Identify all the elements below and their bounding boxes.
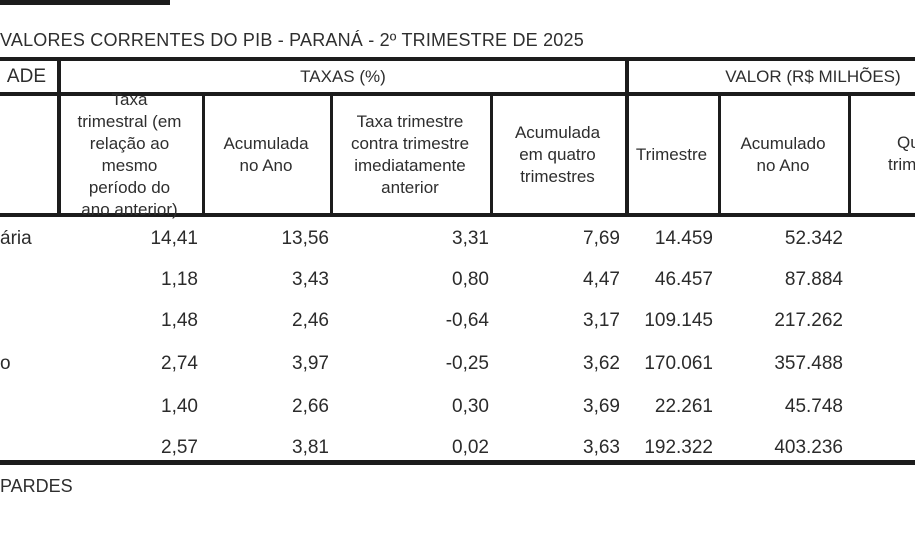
cell-valor-trimestre: 46.457 [654,269,713,290]
cropped-top-border-fragment [0,0,170,5]
cell-taxa-trimestral: 2,57 [161,437,198,458]
vline-col5-col6 [718,92,721,217]
cell-valor-acumulado-ano: 87.884 [784,269,843,290]
header-trimestre: Trimestre [635,144,708,164]
vline-col2-col3 [330,92,333,217]
cell-taxa-trimestral: 1,48 [161,310,198,331]
header-taxa-trimestre-anterior: Taxa trimestre contra trimestre imediata… [350,111,470,197]
cell-acumulada-no-ano: 3,81 [292,437,329,458]
cell-valor-trimestre: 170.061 [644,353,713,374]
vline-activity-taxas [57,57,61,217]
table-bottom-border [0,460,915,465]
cell-valor-trimestre: 22.261 [654,396,713,417]
header-acumulada-no-ano: Acumulada no Ano [223,133,309,175]
vline-col1-col2 [202,92,205,217]
cell-taxa-trimestre-anterior: 0,02 [452,437,489,458]
page-title: VALORES CORRENTES DO PIB - PARANÁ - 2º T… [0,30,584,50]
cell-acumulada-quatro: 4,47 [583,269,620,290]
vline-col3-col4 [490,92,493,217]
cell-taxa-trimestral: 14,41 [150,228,198,249]
header-quatro-trimestres-fragment-line1: Qu [897,133,915,152]
cell-acumulada-quatro: 3,63 [583,437,620,458]
row-label-fragment: o [0,353,11,374]
cell-acumulada-quatro: 3,69 [583,396,620,417]
header-acumulado-no-ano: Acumulado no Ano [740,133,826,175]
header-group-taxas: TAXAS (%) [300,66,386,86]
table-groupheader-divider [0,92,915,96]
header-quatro-trimestres-fragment-line2: trime [888,155,915,174]
cell-acumulada-no-ano: 3,97 [292,353,329,374]
cell-valor-acumulado-ano: 217.262 [774,310,843,331]
cell-taxa-trimestral: 1,18 [161,269,198,290]
vline-col6-col7 [848,92,851,217]
cell-valor-acumulado-ano: 357.488 [774,353,843,374]
header-taxa-trimestral: Taxa trimestral (em relação ao mesmo per… [77,89,182,219]
cell-valor-trimestre: 109.145 [644,310,713,331]
vline-taxas-valor [625,57,629,217]
cell-valor-acumulado-ano: 52.342 [784,228,843,249]
cell-taxa-trimestre-anterior: 0,30 [452,396,489,417]
source-note-fragment: PARDES [0,476,73,496]
cell-acumulada-no-ano: 3,43 [292,269,329,290]
cell-taxa-trimestre-anterior: -0,25 [445,353,489,374]
cell-acumulada-quatro: 7,69 [583,228,620,249]
cell-acumulada-quatro: 3,62 [583,353,620,374]
cell-taxa-trimestre-anterior: 3,31 [452,228,489,249]
header-group-valor: VALOR (R$ MILHÕES) [725,66,901,86]
header-activity-fragment: ADE [6,65,46,87]
cell-taxa-trimestral: 2,74 [161,353,198,374]
cell-acumulada-quatro: 3,17 [583,310,620,331]
cell-acumulada-no-ano: 2,46 [292,310,329,331]
header-acumulada-quatro-trimestres: Acumulada em quatro trimestres [514,122,601,186]
table-top-border [0,57,915,61]
cell-valor-trimestre: 192.322 [644,437,713,458]
cell-taxa-trimestre-anterior: 0,80 [452,269,489,290]
table-subheader-divider [0,213,915,217]
cell-taxa-trimestre-anterior: -0,64 [445,310,489,331]
row-label-fragment: ária [0,228,32,249]
cell-valor-acumulado-ano: 45.748 [784,396,843,417]
cell-acumulada-no-ano: 2,66 [292,396,329,417]
cell-acumulada-no-ano: 13,56 [281,228,329,249]
cell-valor-trimestre: 14.459 [654,228,713,249]
cell-taxa-trimestral: 1,40 [161,396,198,417]
cell-valor-acumulado-ano: 403.236 [774,437,843,458]
